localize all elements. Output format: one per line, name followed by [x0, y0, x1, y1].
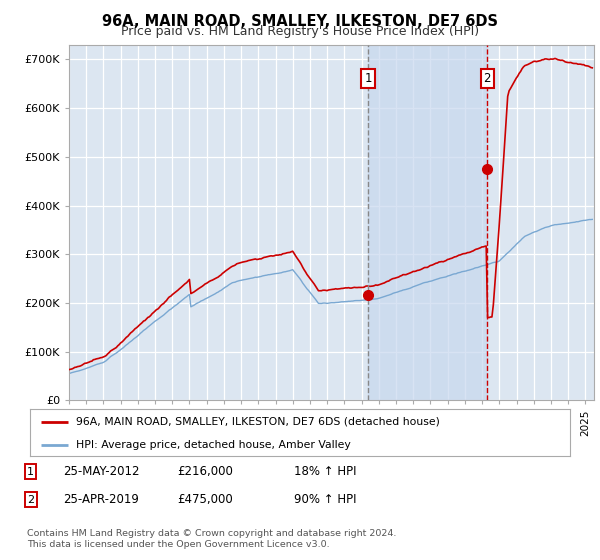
- Text: Contains HM Land Registry data © Crown copyright and database right 2024.
This d: Contains HM Land Registry data © Crown c…: [27, 529, 397, 549]
- Bar: [368, 45, 487, 400]
- Text: 96A, MAIN ROAD, SMALLEY, ILKESTON, DE7 6DS: 96A, MAIN ROAD, SMALLEY, ILKESTON, DE7 6…: [102, 14, 498, 29]
- Text: 1: 1: [27, 466, 34, 477]
- Text: £475,000: £475,000: [177, 493, 233, 506]
- Text: Price paid vs. HM Land Registry's House Price Index (HPI): Price paid vs. HM Land Registry's House …: [121, 25, 479, 38]
- Text: £216,000: £216,000: [177, 465, 233, 478]
- Text: 18% ↑ HPI: 18% ↑ HPI: [294, 465, 356, 478]
- Text: 25-APR-2019: 25-APR-2019: [63, 493, 139, 506]
- Text: 25-MAY-2012: 25-MAY-2012: [63, 465, 139, 478]
- Text: HPI: Average price, detached house, Amber Valley: HPI: Average price, detached house, Ambe…: [76, 440, 350, 450]
- Text: 90% ↑ HPI: 90% ↑ HPI: [294, 493, 356, 506]
- Text: 2: 2: [484, 72, 491, 85]
- Text: 2: 2: [27, 494, 34, 505]
- Text: 96A, MAIN ROAD, SMALLEY, ILKESTON, DE7 6DS (detached house): 96A, MAIN ROAD, SMALLEY, ILKESTON, DE7 6…: [76, 417, 440, 427]
- Text: 1: 1: [364, 72, 372, 85]
